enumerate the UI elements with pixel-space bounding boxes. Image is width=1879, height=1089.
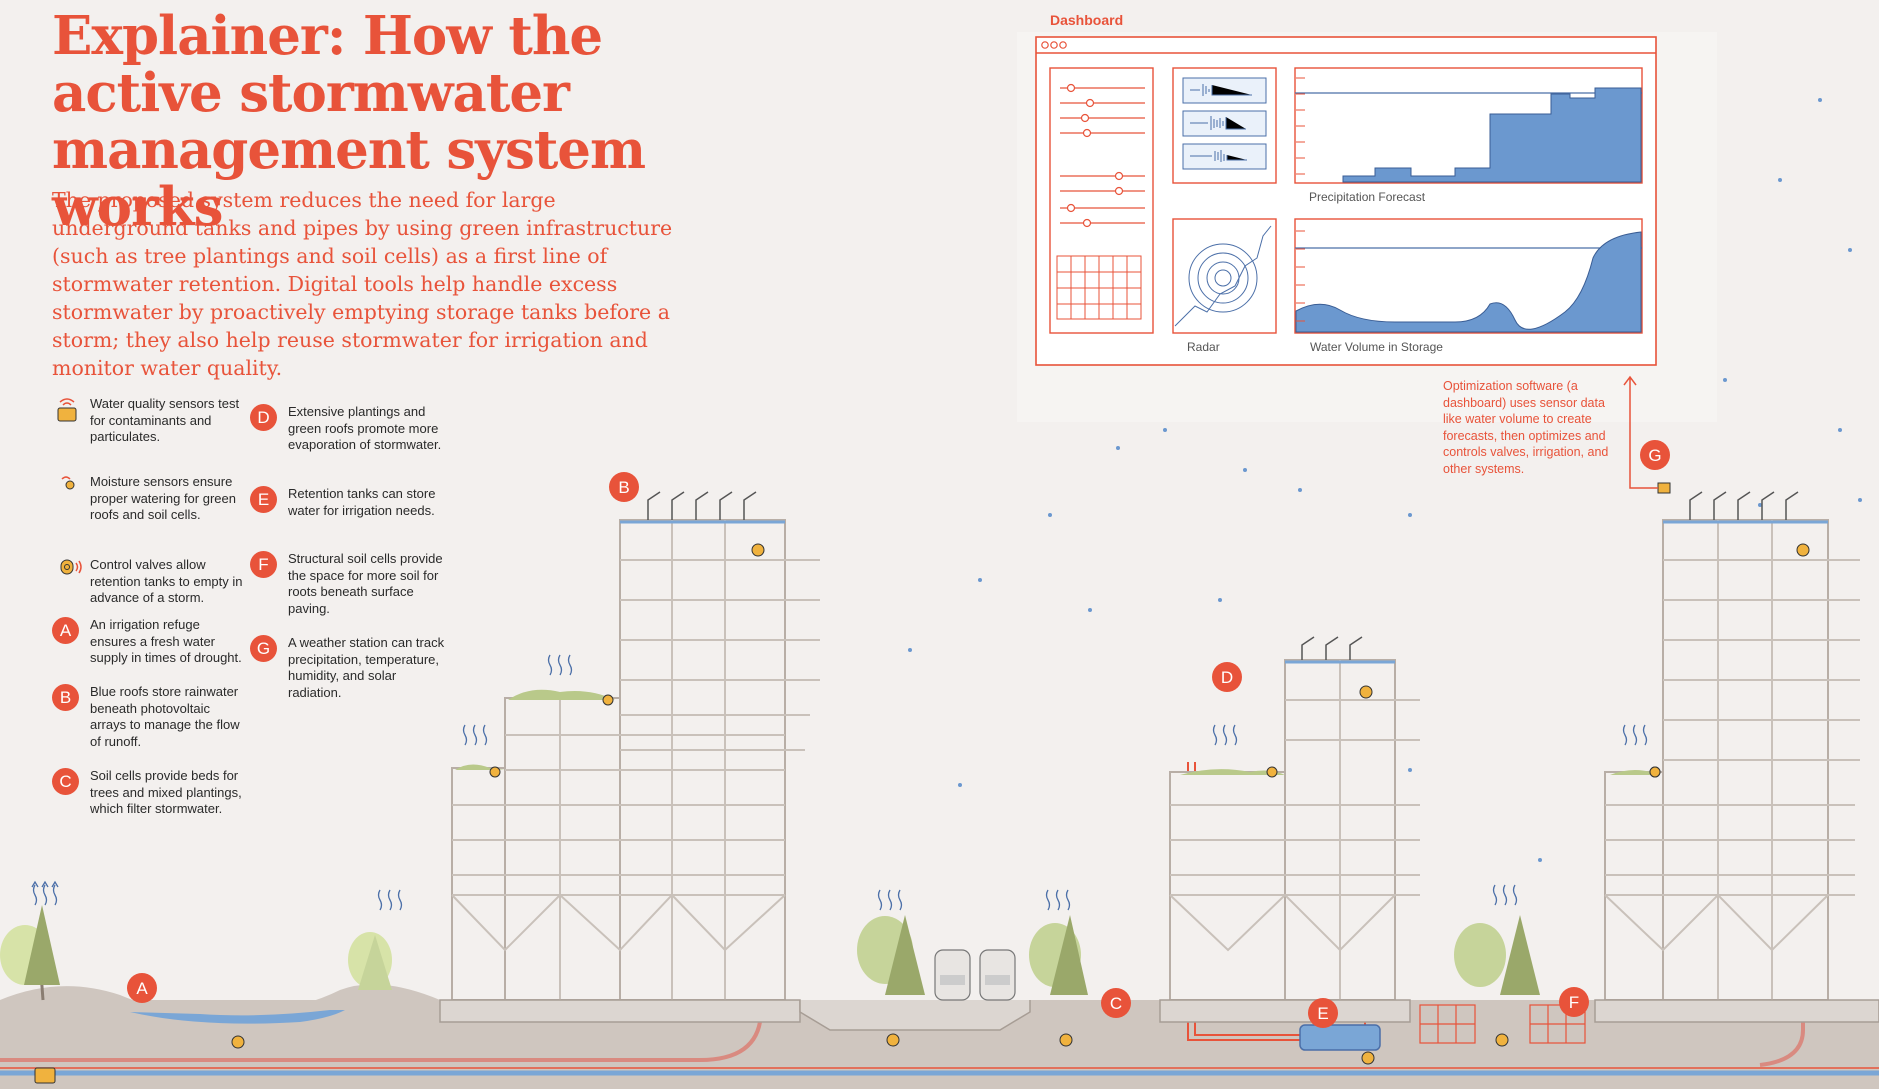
marker-c-label: C [1110, 994, 1122, 1013]
legend-b: B Blue roofs store rainwater beneath pho… [52, 684, 248, 750]
precipitation-forecast-label: Precipitation Forecast [1309, 190, 1426, 204]
dashboard-window [1035, 36, 1657, 366]
marker-d: D [1212, 662, 1242, 692]
evaporation-arrows [31, 654, 1648, 911]
legend-g-text: A weather station can track precipitatio… [288, 635, 445, 700]
window-dot-2 [1050, 41, 1058, 49]
marker-f: F [1559, 987, 1589, 1017]
water-quality-sensor-icon [55, 396, 79, 429]
badge-a: A [52, 617, 79, 644]
badge-g: G [250, 635, 277, 662]
window-dot-3 [1059, 41, 1067, 49]
structural-soil-cells [1419, 1004, 1586, 1044]
legend-moisture: Moisture sensors ensure proper watering … [58, 474, 248, 524]
legend-f: F Structural soil cells provide the spac… [250, 551, 446, 617]
irrigation-refuge-pond [130, 1010, 345, 1024]
legend-e: E Retention tanks can store water for ir… [250, 486, 446, 519]
sensor-waveforms-panel [1172, 67, 1277, 184]
rain-drops [908, 98, 1862, 862]
legend-c-text: Soil cells provide beds for trees and mi… [90, 768, 242, 816]
badge-f: F [250, 551, 277, 578]
legend-d: D Extensive plantings and green roofs pr… [250, 404, 446, 454]
controls-panel [1049, 67, 1154, 334]
green-roofs [455, 689, 1660, 775]
marker-a-label: A [136, 979, 148, 998]
water-volume-label: Water Volume in Storage [1310, 340, 1443, 354]
control-valve-icon [58, 557, 84, 582]
building-left [451, 519, 820, 1001]
badge-c: C [52, 768, 79, 795]
marker-f-label: F [1569, 993, 1579, 1012]
marker-g-label: G [1648, 446, 1661, 465]
street-and-trains [799, 949, 1031, 1031]
window-dot-1 [1041, 41, 1049, 49]
optimization-note: Optimization software (a dashboard) uses… [1443, 379, 1609, 476]
radar-panel [1172, 218, 1277, 334]
legend-f-text: Structural soil cells provide the space … [288, 551, 443, 616]
marker-e-label: E [1317, 1004, 1328, 1023]
building-middle [1169, 659, 1420, 1001]
legend-water-quality-text: Water quality sensors test for contamina… [90, 396, 240, 444]
legend-a-text: An irrigation refuge ensures a fresh wat… [90, 617, 242, 665]
legend-control-valves: Control valves allow retention tanks to … [58, 557, 248, 607]
badge-e: E [250, 486, 277, 513]
page-title: Explainer: How the active stormwater man… [52, 5, 646, 238]
foundations [439, 999, 1879, 1023]
marker-c: C [1101, 988, 1131, 1018]
legend-a: A An irrigation refuge ensures a fresh w… [52, 617, 248, 667]
legend-e-text: Retention tanks can store water for irri… [288, 486, 436, 518]
building-right [1604, 519, 1860, 1001]
badge-d: D [250, 404, 277, 431]
water-volume-chart [1294, 218, 1643, 334]
precipitation-forecast-chart [1294, 67, 1643, 184]
marker-b: B [609, 472, 639, 502]
moisture-sensor-icon [60, 474, 78, 497]
legend-moisture-text: Moisture sensors ensure proper watering … [90, 474, 236, 522]
intro-paragraph: The proposed system reduces the need for… [52, 188, 673, 380]
legend-water-quality: Water quality sensors test for contamina… [55, 396, 248, 446]
marker-b-label: B [618, 478, 629, 497]
legend-c: C Soil cells provide beds for trees and … [52, 768, 248, 818]
weather-station-connector [1623, 375, 1658, 489]
dashboard-label: Dashboard [1050, 12, 1124, 28]
marker-g: G [1640, 440, 1670, 470]
legend-control-valves-text: Control valves allow retention tanks to … [90, 557, 243, 605]
marker-a: A [127, 973, 157, 1003]
radar-label: Radar [1187, 340, 1220, 354]
retention-tank [1299, 1024, 1381, 1051]
sensors-and-valves [34, 482, 1810, 1084]
marker-e: E [1308, 998, 1338, 1028]
legend-d-text: Extensive plantings and green roofs prom… [288, 404, 442, 452]
trees [0, 905, 1540, 1001]
marker-d-label: D [1221, 668, 1233, 687]
legend-b-text: Blue roofs store rainwater beneath photo… [90, 684, 240, 749]
blue-roof-layers [620, 520, 1828, 664]
badge-b: B [52, 684, 79, 711]
legend-g: G A weather station can track precipitat… [250, 635, 446, 701]
solar-panels [647, 491, 1799, 660]
